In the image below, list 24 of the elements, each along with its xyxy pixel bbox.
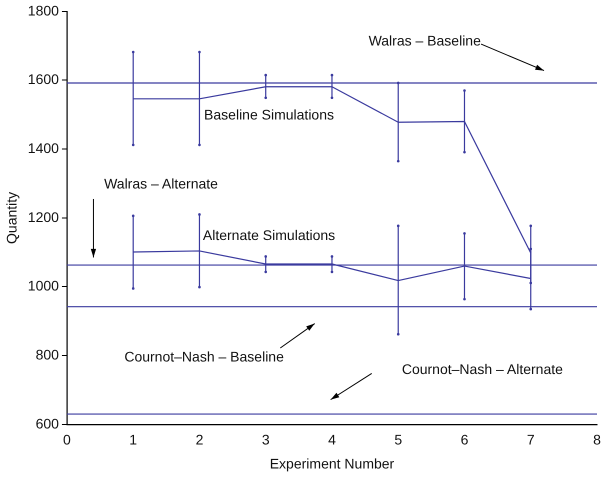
ref-line-label: Walras – Alternate xyxy=(104,176,218,192)
x-tick-label: 4 xyxy=(328,432,336,448)
series-label: Baseline Simulations xyxy=(204,106,334,123)
y-tick-label: 800 xyxy=(36,346,60,362)
y-tick-label: 600 xyxy=(36,415,60,432)
y-tick-label: 1400 xyxy=(28,140,60,156)
y-tick-label: 1800 xyxy=(28,2,60,18)
x-tick-label: 2 xyxy=(196,432,204,448)
y-tick-label: 1000 xyxy=(28,278,60,294)
ref-line-label: Walras – Baseline xyxy=(368,32,482,49)
ref-line-label: Cournot–Nash – Baseline xyxy=(124,348,284,364)
x-tick-label: 0 xyxy=(63,432,72,448)
y-axis-title: Quantity xyxy=(3,192,20,244)
x-tick-label: 8 xyxy=(593,432,602,448)
x-axis-title: Experiment Number xyxy=(270,455,395,472)
x-tick-label: 7 xyxy=(526,432,535,448)
y-tick-label: 1200 xyxy=(28,208,60,225)
x-tick-label: 3 xyxy=(262,432,270,448)
x-tick-label: 5 xyxy=(394,432,402,448)
series-label: Alternate Simulations xyxy=(202,227,336,243)
x-tick-label: 1 xyxy=(129,432,138,448)
y-tick-label: 1600 xyxy=(28,71,60,88)
ref-line-label: Cournot–Nash – Alternate xyxy=(402,360,564,377)
x-tick-label: 6 xyxy=(460,432,469,448)
